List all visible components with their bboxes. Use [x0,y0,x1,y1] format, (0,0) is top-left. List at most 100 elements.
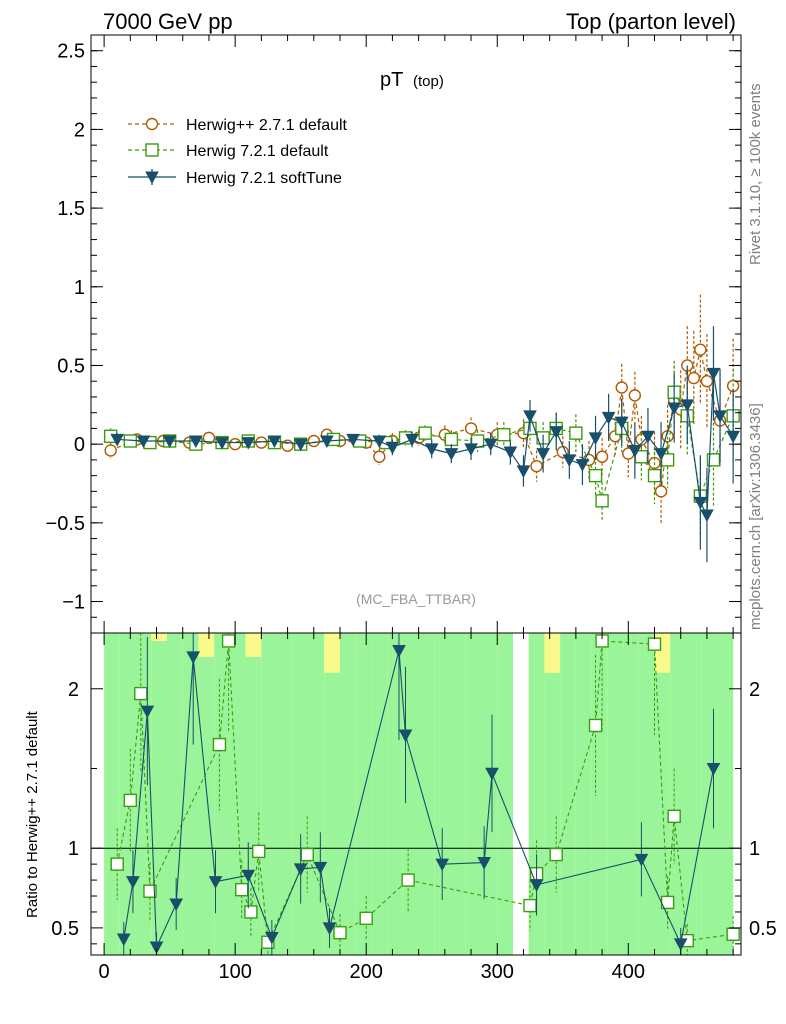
data-point [614,416,629,430]
band-inner [229,633,246,955]
data-point [464,422,478,435]
band-inner [481,633,498,955]
legend-label: Herwig 7.2.1 default [186,143,329,160]
y-tick-label: 2 [74,119,85,141]
ratio-tick-label-left: 2 [68,679,79,701]
ratio-point [300,847,314,862]
ratio-point [359,911,373,926]
ratio-plot-panel: 0.5 0.5 1 1 2 2 0 100 200 300 400 Ratio to Herwig… [24,35,777,983]
x-tick-label: 0 [99,961,110,983]
data-point [267,435,282,449]
data-point [530,459,543,473]
ratio-point [212,737,227,752]
ratio-y-label: Ratio to Herwig++ 2.7.1 default [24,710,41,918]
ratio-point [252,844,266,859]
data-point [588,468,603,483]
band-inner [450,633,466,955]
uncertainty-band [104,633,734,955]
ratio-tick-label-right: 0.5 [749,918,777,940]
legend: Herwig++ 2.7.1 default Herwig 7.2.1 defau… [128,117,348,187]
header-left: 7000 GeV pp [103,9,233,34]
data-point [654,448,668,461]
band-inner [685,633,702,955]
ratio-point [667,809,681,824]
ratio-point [549,847,563,862]
data-point [700,375,714,388]
ratio-point [477,857,491,870]
ratio-point [673,938,688,951]
ratio-point [401,873,415,887]
band-inner [167,633,183,955]
ratio-series-1 [110,633,740,955]
band-inner [497,633,513,955]
header-right: Top (parton level) [566,9,736,34]
ratio-point [110,857,124,871]
ratio-point [123,793,138,808]
data-point [444,448,459,461]
data-point [628,389,642,402]
data-point [372,435,387,449]
band-inner [104,633,120,955]
ratio-point [435,858,450,872]
data-point [418,426,432,440]
data-point [628,444,642,458]
data-point [136,435,151,449]
ratio-line [116,640,734,945]
band-inner [245,656,262,955]
data-point [444,432,459,447]
y-tick-label: 0.5 [57,355,85,377]
data-point [523,410,537,423]
band-inner [638,633,655,955]
data-point [405,433,419,447]
data-point [385,441,400,455]
ratio-plot-frame [90,632,742,956]
ratio-point [333,925,347,940]
band-inner [670,633,686,955]
band-inner [198,656,215,955]
legend-item-1: Herwig++ 2.7.1 default [128,117,348,134]
ratio-point [392,645,406,658]
legend-marker [145,143,159,157]
ratio-point [241,869,256,883]
band-inner [544,672,561,955]
data-point [307,434,320,448]
ratio-point [149,941,164,955]
data-point [595,450,609,463]
band-inner [465,633,482,955]
analysis-watermark: (MC_FBA_TTBAR) [356,591,476,607]
ratio-tick-label-right: 1 [749,838,760,860]
data-point [726,430,740,444]
data-point [241,437,256,450]
y-tick-label: −1 [62,592,85,614]
data-point [104,444,117,457]
data-point [641,430,655,444]
main-series-3 [110,326,740,563]
data-point [706,367,721,381]
series-line [110,349,734,492]
band-inner [308,633,325,955]
ratio-point [634,853,649,867]
band-inner [560,633,576,955]
data-point [569,426,583,440]
ratio-point [116,933,131,947]
data-point [346,433,360,447]
data-point [483,438,498,452]
plot-title: pT [380,69,403,91]
band-inner [292,633,309,955]
data-point [188,435,203,449]
data-point [694,343,707,356]
data-point [373,450,386,463]
ratio-point [322,922,337,935]
ratio-point [134,686,148,701]
data-point [549,426,564,439]
data-point [588,432,603,445]
data-point [516,465,531,478]
ratio-point [244,905,258,919]
x-tick-label: 200 [350,961,383,983]
legend-marker [145,171,159,185]
band-inner [623,633,639,955]
data-point [693,496,708,510]
ratio-series-2 [116,633,721,955]
y-tick-label: 1 [74,277,85,299]
